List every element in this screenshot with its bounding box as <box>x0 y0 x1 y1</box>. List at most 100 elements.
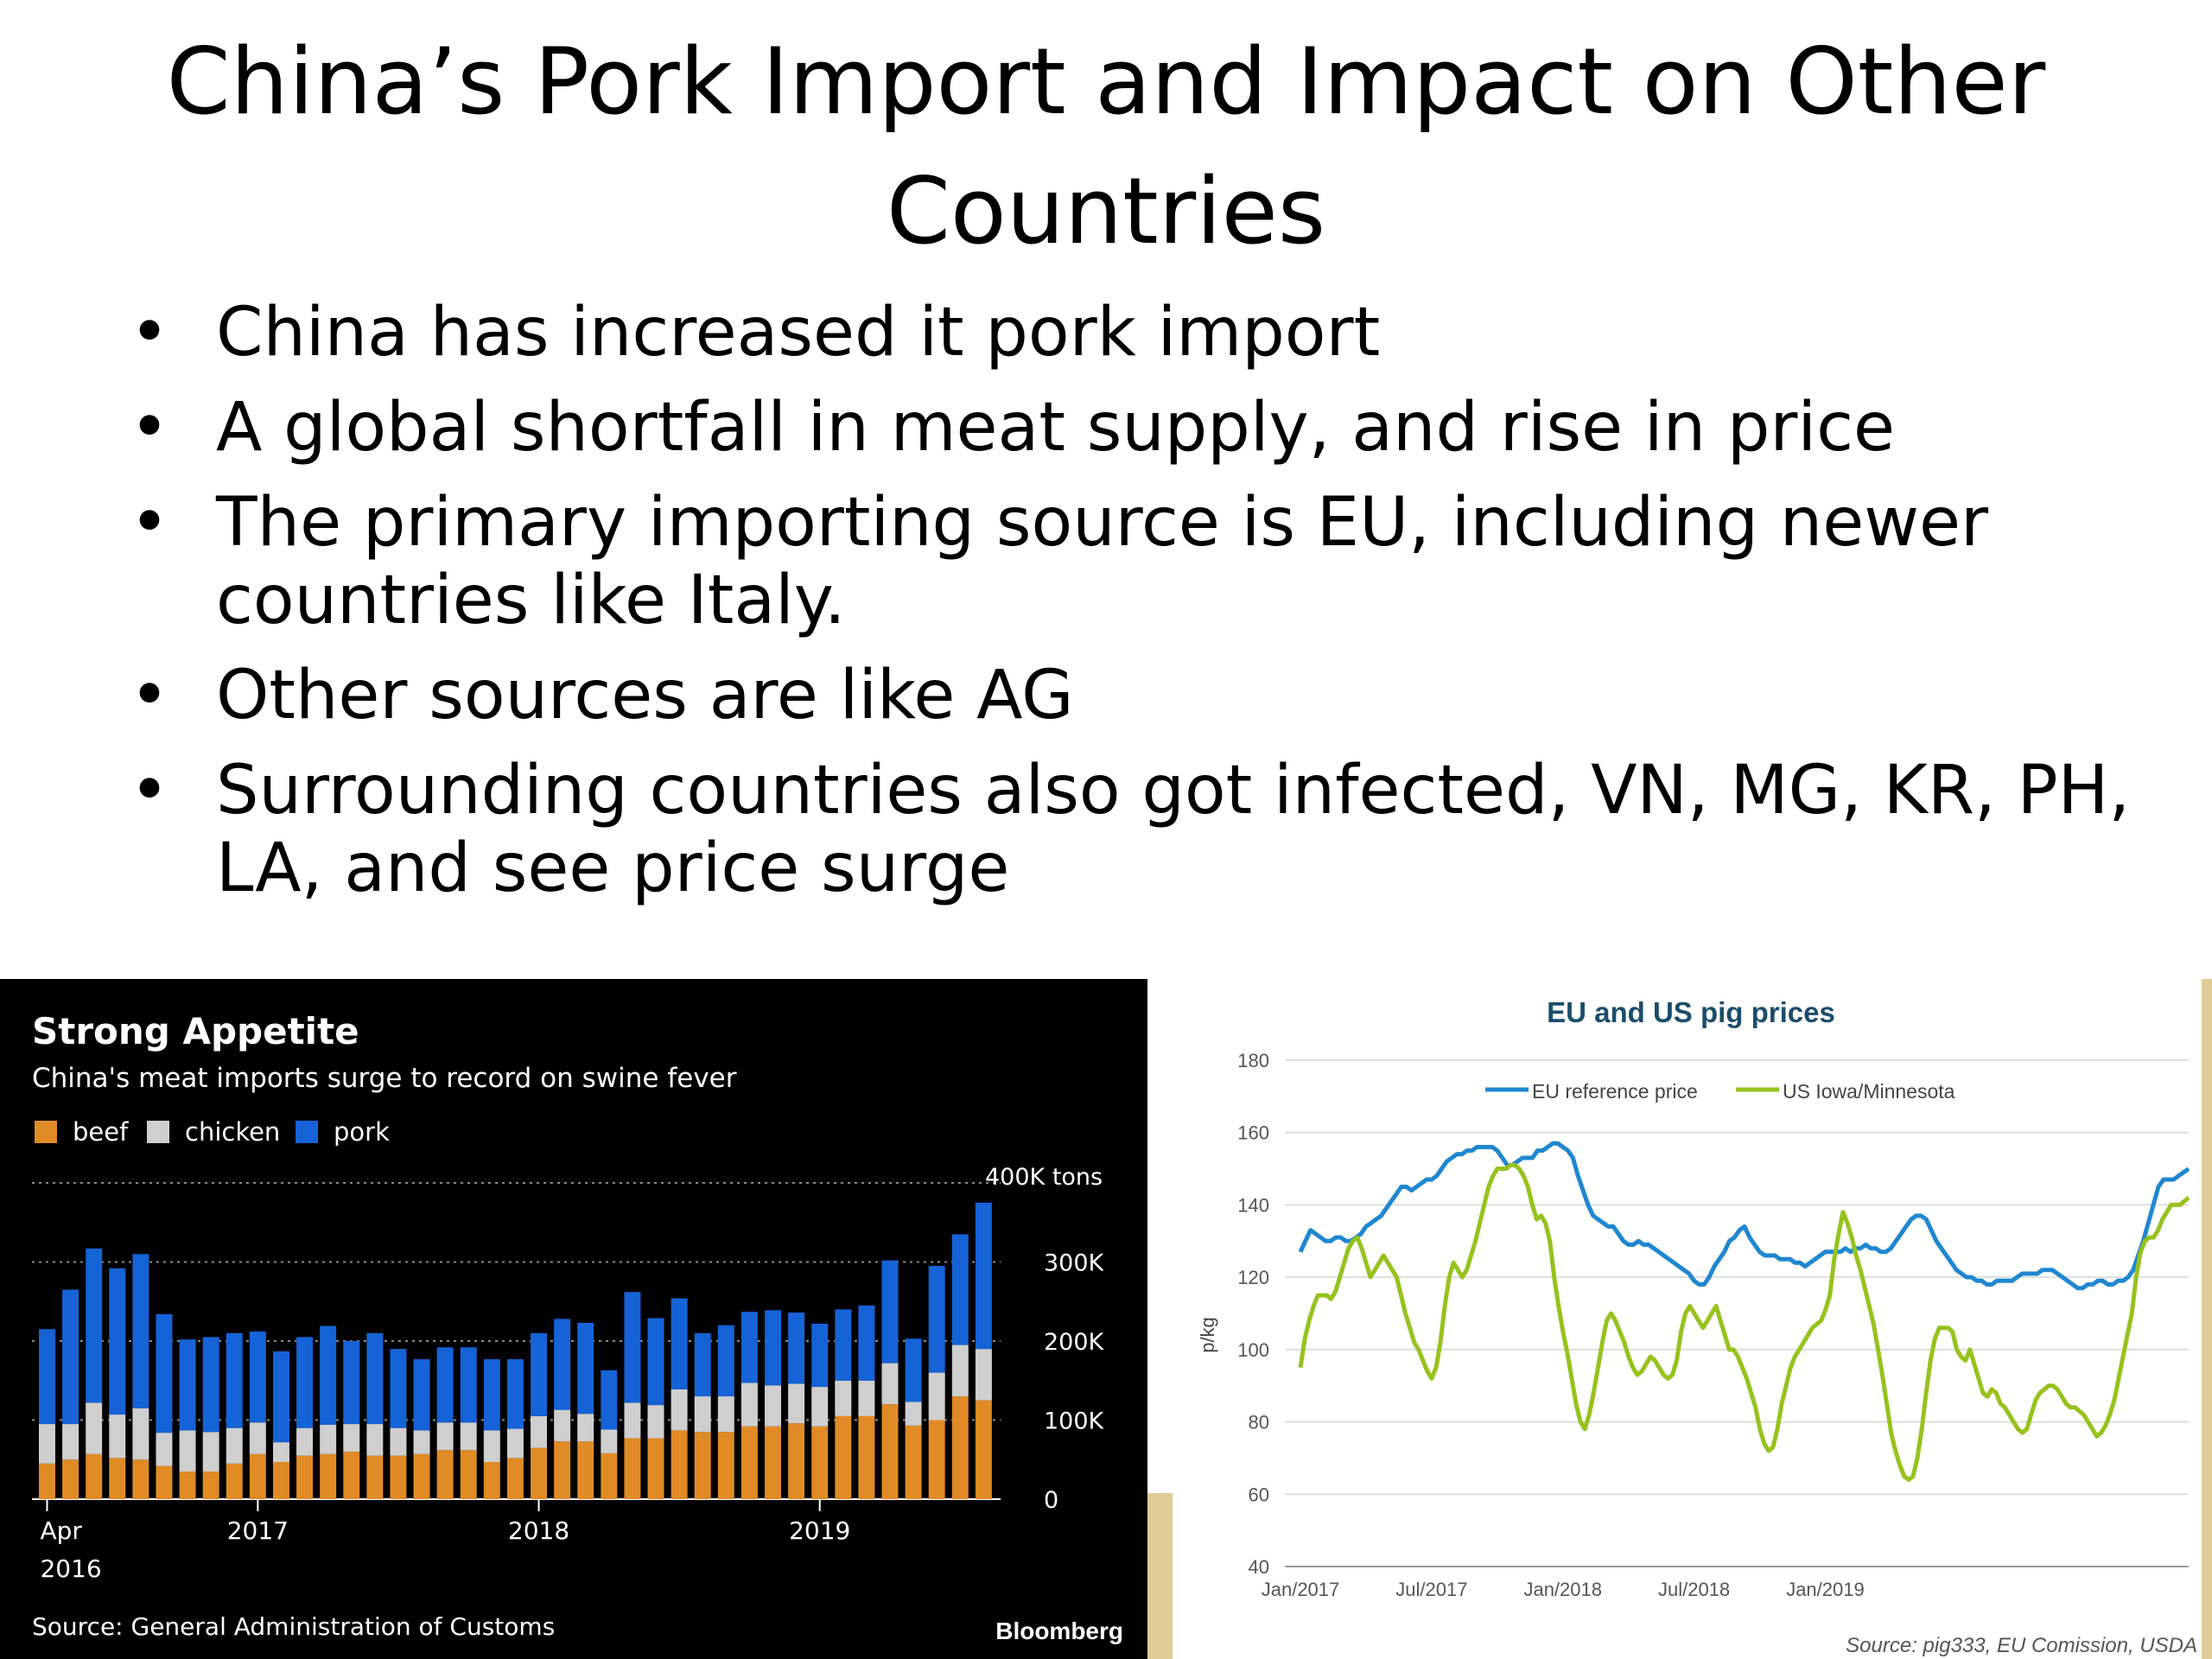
bar-beef <box>788 1423 805 1499</box>
bar-pork <box>39 1329 55 1425</box>
bar-pork <box>86 1248 103 1403</box>
bar-chicken <box>741 1382 758 1427</box>
bar-chicken <box>506 1428 524 1459</box>
x-tick-label: 2018 <box>508 1516 569 1545</box>
bar-beef <box>249 1453 266 1499</box>
bar-chicken <box>694 1396 711 1433</box>
slide-title: China’s Pork Import and Impact on Other … <box>0 17 2212 276</box>
bar-chicken <box>835 1380 852 1416</box>
bar-beef <box>835 1415 852 1499</box>
bar-chicken <box>320 1424 337 1454</box>
bar-pork <box>531 1332 548 1416</box>
chart-background <box>1173 979 2202 1659</box>
legend-swatch-pork <box>296 1121 318 1143</box>
x-tick-label: Apr <box>40 1516 82 1545</box>
bar-beef <box>624 1438 641 1499</box>
bar-pork <box>296 1337 314 1428</box>
bar-pork <box>788 1313 805 1384</box>
bar-beef <box>39 1463 55 1499</box>
bar-chicken <box>226 1427 243 1464</box>
bar-pork <box>62 1289 79 1425</box>
bar-chicken <box>601 1429 618 1453</box>
bar-beef <box>343 1452 360 1499</box>
bar-beef <box>132 1459 149 1499</box>
bar-beef <box>413 1453 430 1499</box>
bar-pork <box>156 1313 173 1433</box>
bar-pork <box>601 1370 618 1430</box>
bar-chicken <box>554 1409 571 1442</box>
bar-pork <box>343 1341 360 1425</box>
bar-pork <box>413 1359 430 1431</box>
y-tick-label: 200K <box>1044 1329 1105 1356</box>
y-tick-label: 100 <box>1237 1339 1269 1361</box>
bar-chicken <box>413 1430 430 1454</box>
bar-pork <box>624 1292 641 1403</box>
y-tick-label: 160 <box>1237 1122 1269 1144</box>
y-tick-label: 400K tons <box>985 1164 1103 1191</box>
bar-chicken <box>86 1402 103 1454</box>
bar-beef <box>483 1461 500 1499</box>
chart-title: EU and US pig prices <box>1547 996 1835 1028</box>
x-tick-label: 2019 <box>789 1516 850 1545</box>
bar-pork <box>671 1298 688 1389</box>
bar-pork <box>928 1266 945 1373</box>
bar-pork <box>179 1339 196 1431</box>
bullet-item: The primary importing source is EU, incl… <box>130 484 2152 639</box>
decorative-strip <box>1147 1493 1174 1659</box>
bar-beef <box>811 1426 829 1499</box>
y-tick-label: 140 <box>1237 1194 1269 1216</box>
chart-legend: EU reference price US Iowa/Minnesota <box>1485 1080 1955 1103</box>
bar-chicken <box>436 1422 454 1451</box>
bar-beef <box>765 1426 781 1499</box>
bar-beef <box>741 1426 758 1499</box>
bar-chicken <box>624 1402 641 1439</box>
bar-chicken <box>811 1387 829 1427</box>
bar-pork <box>202 1337 219 1433</box>
bar-beef <box>506 1458 524 1499</box>
bullet-item: A global shortfall in meat supply, and r… <box>130 389 2152 467</box>
bar-chicken <box>156 1433 173 1466</box>
bar-pork <box>132 1254 149 1408</box>
y-tick-label: 0 <box>1044 1487 1058 1514</box>
bar-beef <box>717 1432 734 1499</box>
bar-beef <box>554 1441 571 1499</box>
bar-chicken <box>296 1427 314 1456</box>
pig-prices-chart: EU and US pig prices 40 60 80 100 120 140 160 1… <box>1173 979 2202 1659</box>
bar-beef <box>86 1453 103 1499</box>
x-tick-label: Jan/2019 <box>1786 1579 1865 1600</box>
decorative-strip <box>2202 979 2212 1659</box>
bar-chicken <box>483 1430 500 1462</box>
bloomberg-logo: Bloomberg <box>995 1618 1123 1644</box>
bar-pork <box>483 1359 500 1431</box>
bar-pork <box>272 1351 289 1443</box>
bar-chicken <box>272 1442 289 1462</box>
bar-chicken <box>881 1363 899 1405</box>
x-tick-label: Jul/2018 <box>1658 1579 1730 1600</box>
bar-beef <box>320 1453 337 1499</box>
bar-chicken <box>905 1402 922 1426</box>
bar-pork <box>249 1332 266 1423</box>
bar-pork <box>390 1349 407 1428</box>
y-tick-label: 300K <box>1044 1250 1105 1277</box>
bar-beef <box>272 1461 289 1499</box>
bar-chicken <box>366 1424 384 1456</box>
bar-pork <box>905 1338 922 1402</box>
bar-pork <box>647 1318 664 1406</box>
y-axis-label: p/kg <box>1197 1317 1218 1353</box>
legend-swatch-chicken <box>147 1121 169 1143</box>
bar-beef <box>156 1465 173 1499</box>
bar-chicken <box>975 1349 992 1401</box>
chart-subtitle: China's meat imports surge to record on … <box>32 1063 737 1094</box>
x-tick-label: Jul/2017 <box>1395 1579 1467 1600</box>
bar-pork <box>109 1268 126 1415</box>
bar-beef <box>436 1450 454 1499</box>
x-tick-label: Jan/2017 <box>1262 1579 1340 1600</box>
bar-beef <box>577 1441 594 1499</box>
bar-beef <box>296 1455 314 1499</box>
bar-beef <box>366 1455 384 1499</box>
x-tick-label: 2017 <box>227 1516 289 1545</box>
bar-pork <box>366 1332 384 1425</box>
legend-label-us: US Iowa/Minnesota <box>1783 1080 1955 1103</box>
bar-beef <box>179 1471 196 1499</box>
bar-chicken <box>647 1405 664 1439</box>
